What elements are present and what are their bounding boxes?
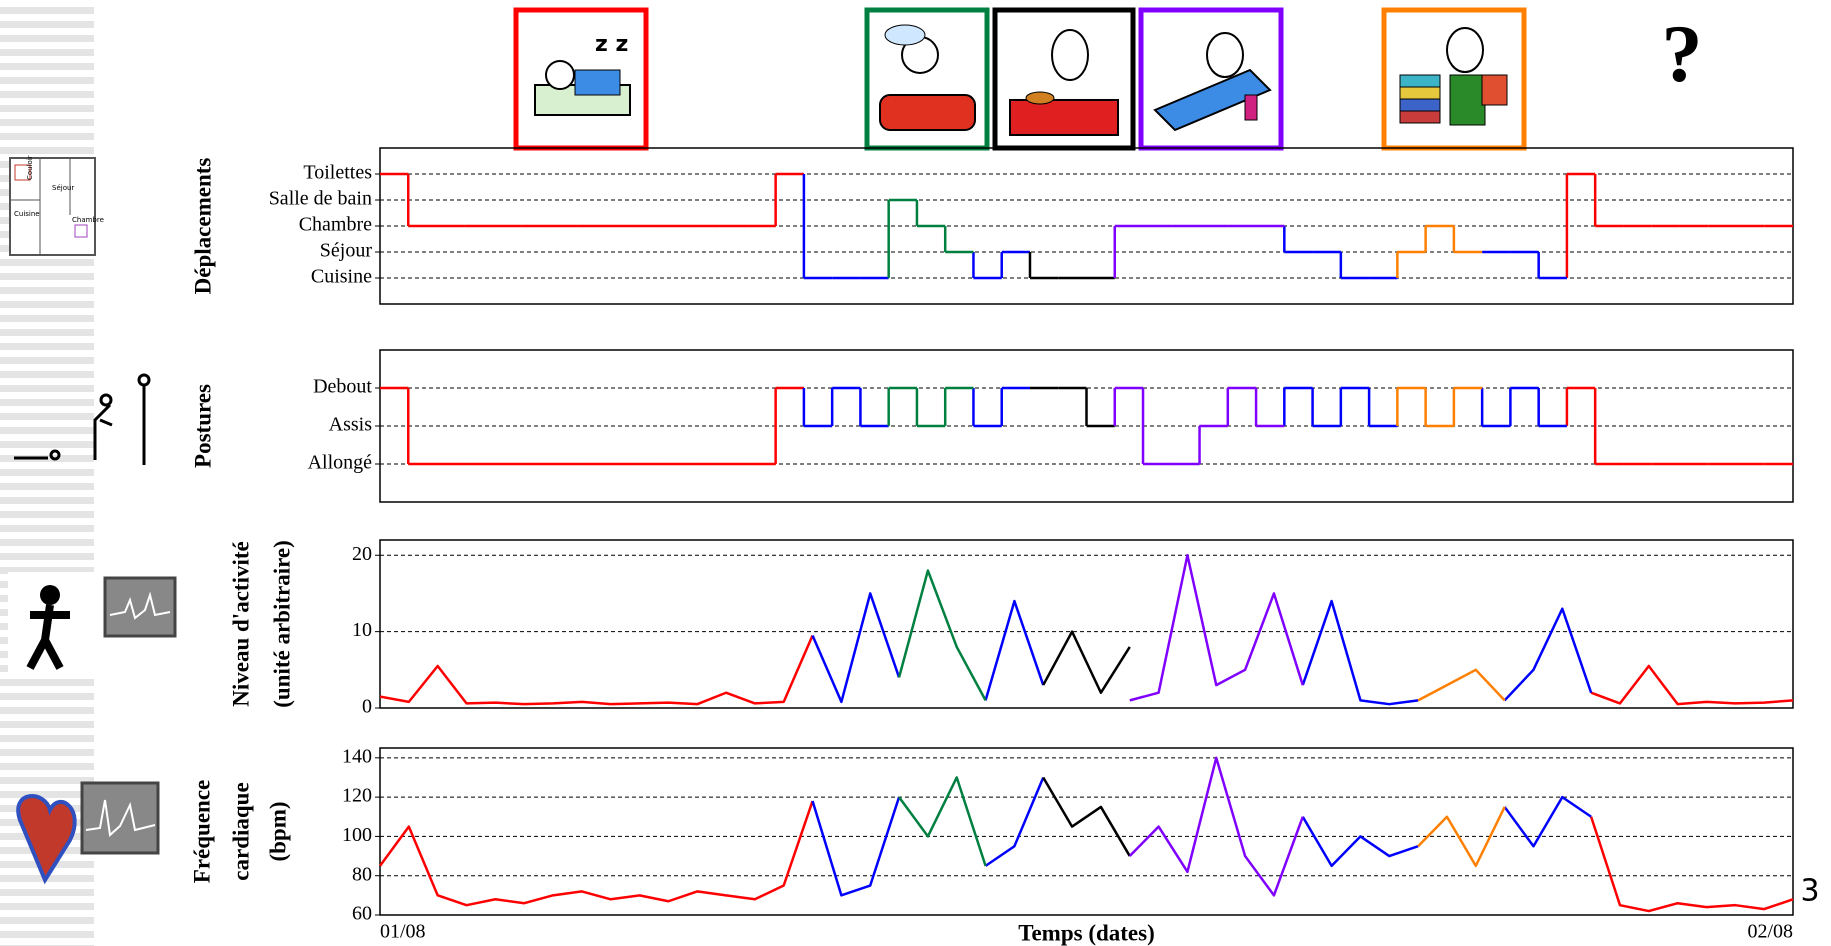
series-line (380, 801, 813, 905)
plot-frame (380, 540, 1793, 708)
y-axis-label: cardiaque (228, 782, 253, 880)
series-line (1591, 817, 1793, 911)
y-tick-label: 60 (352, 903, 372, 925)
sleep-icon: z z (516, 10, 646, 148)
series-line (380, 635, 813, 704)
y-tick-label: 10 (352, 619, 372, 641)
series-line (986, 777, 1044, 865)
series-line (1130, 758, 1303, 896)
slide: z z ? (0, 0, 1831, 946)
y-tick-label: 120 (342, 785, 372, 807)
bath-icon (867, 10, 987, 148)
page-number: 3 (1800, 874, 1819, 909)
chart: z z ? (0, 0, 1831, 946)
y-axis-label: Fréquence (189, 780, 214, 883)
series-line (1130, 555, 1303, 700)
y-tick-label: Salle de bain (269, 188, 372, 210)
y-tick-label: 140 (342, 745, 372, 767)
y-axis-label: (bpm) (265, 801, 290, 861)
series-line (899, 571, 986, 701)
unknown-activity: ? (1662, 8, 1703, 99)
series-line (1591, 666, 1793, 704)
y-tick-label: Assis (329, 414, 373, 436)
floorplan-label: Cuisine (14, 210, 40, 218)
y-axis-label: Niveau d'activité (228, 541, 253, 706)
series-line (1303, 601, 1418, 704)
x-tick-label: 02/08 (1747, 921, 1793, 943)
series-line (1505, 797, 1592, 846)
floorplan-label: Séjour (52, 184, 74, 192)
series-line (986, 601, 1044, 700)
x-axis-label: Temps (dates) (1018, 920, 1155, 945)
y-tick-label: Séjour (320, 240, 373, 262)
y-tick-label: 80 (352, 863, 372, 885)
floorplan-icon: Couloir Séjour Chambre Cuisine (10, 155, 104, 255)
x-tick-label: 01/08 (380, 921, 426, 943)
series-line (1505, 609, 1592, 701)
reading-icon (1384, 10, 1524, 148)
y-axis-label: (unité arbitraire) (269, 540, 294, 708)
floorplan-label: Couloir (26, 155, 34, 180)
posture-icon (14, 375, 149, 465)
series-line (1303, 817, 1418, 866)
series-line (813, 593, 900, 701)
meal-icon (995, 10, 1133, 148)
y-axis-label: Postures (190, 384, 215, 468)
y-axis-label: Déplacements (190, 158, 215, 295)
y-tick-label: Toilettes (303, 162, 372, 184)
series-line (1418, 670, 1505, 701)
activity-icon (8, 572, 175, 677)
floorplan-label: Chambre (72, 216, 104, 224)
series-line (1043, 777, 1130, 856)
y-tick-label: Chambre (299, 214, 372, 236)
svg-text:z z: z z (595, 32, 628, 57)
series-line (1043, 632, 1130, 693)
heart-icon (18, 783, 158, 880)
y-tick-label: Cuisine (311, 266, 372, 288)
y-tick-label: 100 (342, 824, 372, 846)
y-tick-label: 20 (352, 543, 372, 565)
y-tick-label: Allongé (308, 452, 373, 474)
rest-icon (1141, 10, 1281, 148)
y-tick-label: 0 (362, 696, 372, 718)
series-line (899, 777, 986, 865)
plot-frame (380, 748, 1793, 915)
y-tick-label: Debout (313, 376, 372, 398)
series-line (813, 797, 900, 895)
